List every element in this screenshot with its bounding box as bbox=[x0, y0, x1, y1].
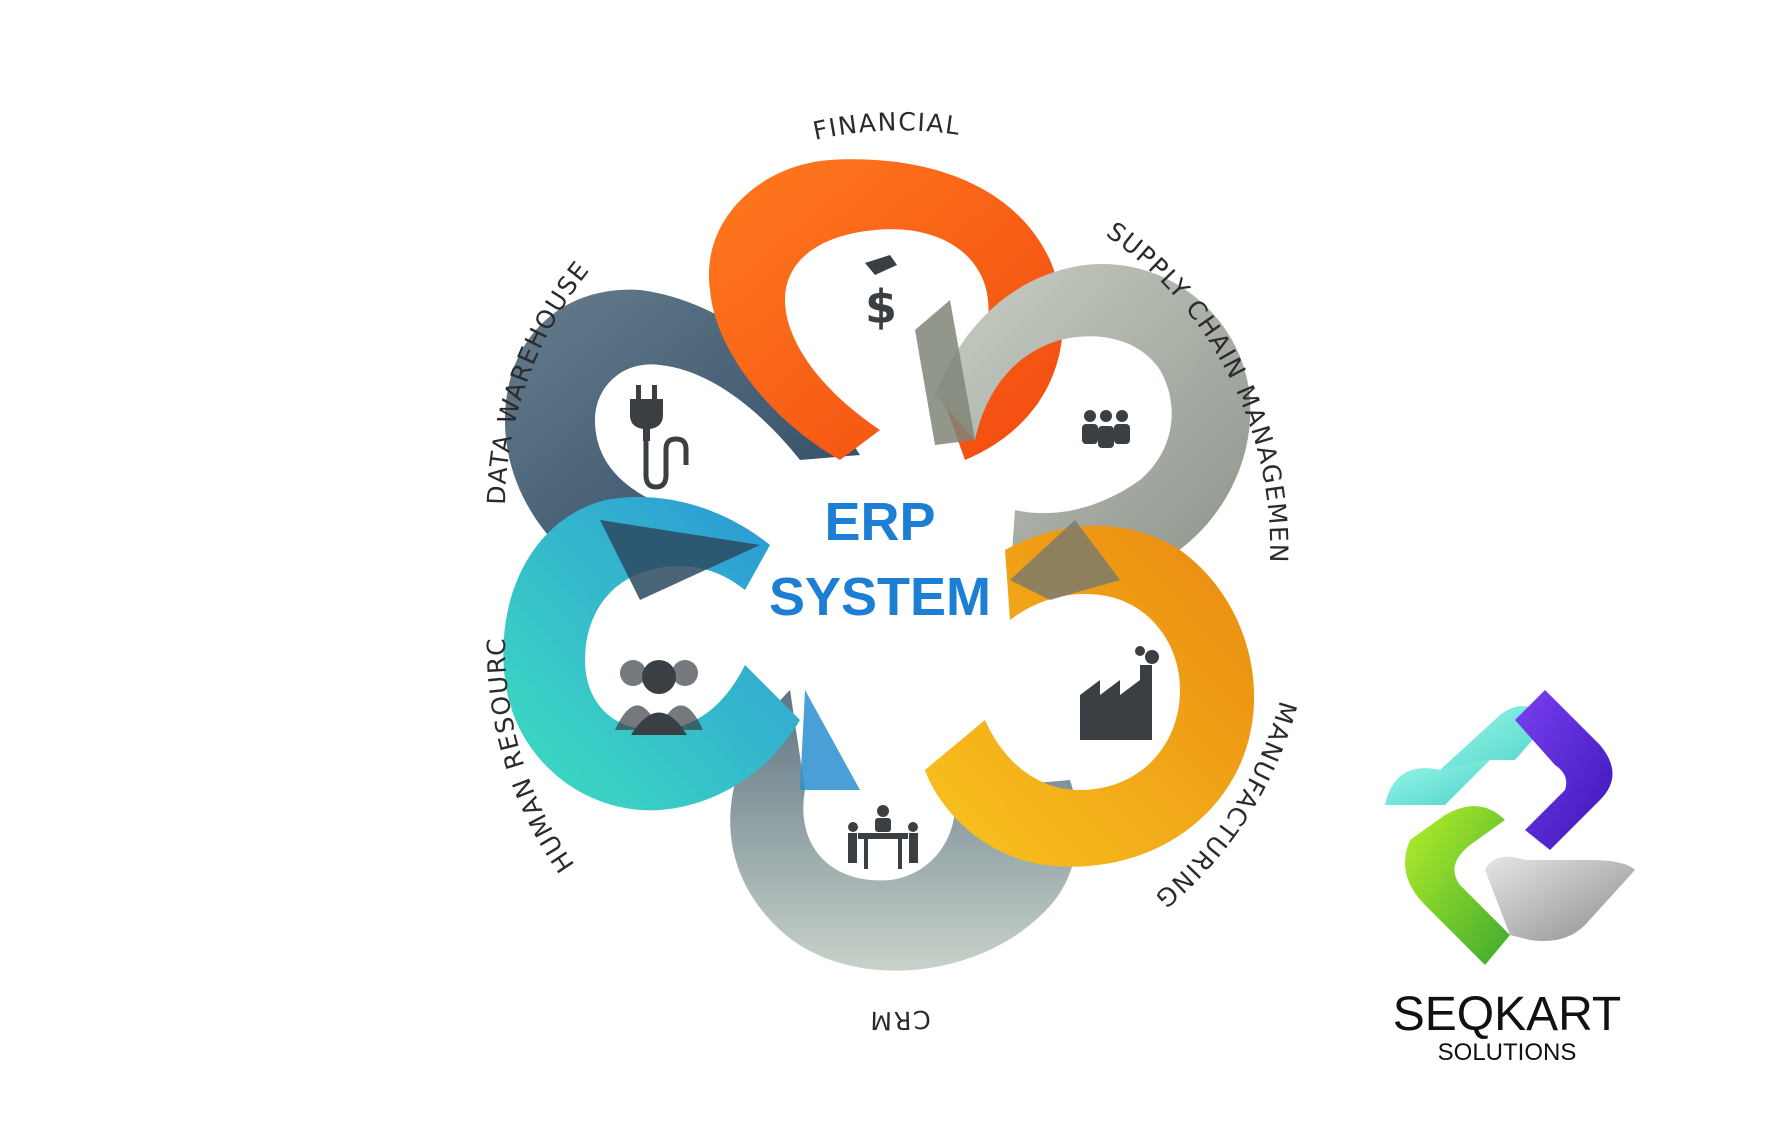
label-financial: FINANCIAL bbox=[810, 107, 963, 146]
ring-manufacturing bbox=[925, 525, 1255, 867]
hand-dollar-icon: $ bbox=[865, 255, 897, 334]
ring-overlap-supply bbox=[915, 300, 975, 445]
ring-overlap-manufacturing bbox=[1010, 520, 1120, 600]
meeting-icon bbox=[848, 805, 918, 869]
brand-name: SEQKART bbox=[1393, 988, 1622, 1041]
center-title-line2: SYSTEM bbox=[769, 567, 991, 627]
factory-icon bbox=[1080, 646, 1159, 740]
ring-human-resource bbox=[503, 497, 800, 811]
ring-overlap-hr bbox=[600, 520, 760, 600]
group-icon bbox=[615, 660, 703, 735]
plug-icon bbox=[630, 385, 689, 490]
center-title-line1: ERP bbox=[824, 492, 935, 552]
ring-crm bbox=[730, 690, 1078, 971]
ring-overlap-crm bbox=[800, 690, 860, 790]
label-crm: CRM bbox=[869, 1004, 932, 1035]
team-icon bbox=[1082, 410, 1130, 448]
brand-logo bbox=[1385, 690, 1635, 965]
ring-supply-chain bbox=[935, 263, 1251, 586]
svg-text:$: $ bbox=[865, 280, 897, 334]
brand-tagline: SOLUTIONS bbox=[1438, 1039, 1577, 1066]
